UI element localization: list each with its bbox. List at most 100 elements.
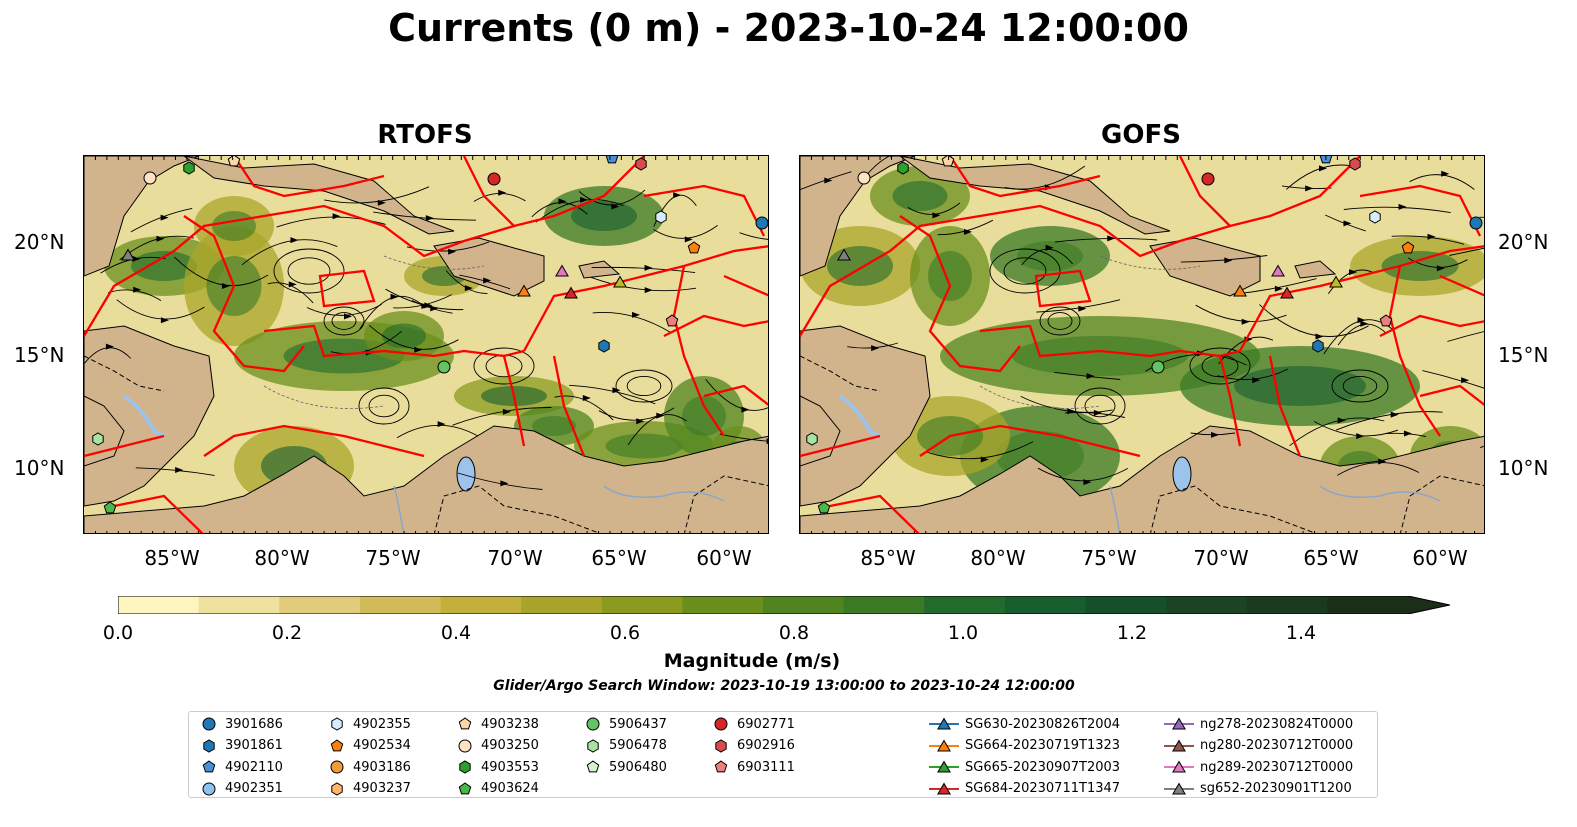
eez-boundary — [703, 384, 768, 406]
lat-label-15n-left: 15°N — [14, 343, 65, 367]
current-streamline — [174, 256, 269, 287]
streamline-arrow — [1067, 408, 1076, 415]
lon-label-80w-right: 80°W — [970, 546, 1026, 570]
legend-marker-icon — [714, 760, 728, 773]
current-streamline — [373, 211, 477, 221]
glider-marker — [1329, 275, 1343, 288]
current-streamline — [1180, 255, 1268, 263]
current-streamline — [1037, 467, 1129, 482]
lon-label-60w-left: 60°W — [696, 546, 752, 570]
argo-float-marker — [92, 432, 104, 446]
lon-label-85w-right: 85°W — [860, 546, 916, 570]
legend-marker — [937, 760, 951, 773]
legend-item: sg652-20230901T1200 — [1164, 779, 1352, 799]
legend-marker-icon — [202, 717, 216, 731]
current-eddy — [273, 248, 345, 294]
colorbar-bin — [1166, 596, 1248, 614]
current-eddy — [1189, 347, 1251, 385]
land-mass — [84, 425, 768, 533]
current-eddy — [1342, 375, 1378, 397]
argo-float-marker — [227, 156, 241, 167]
colorbar-bin — [1085, 596, 1167, 614]
argo-float-marker — [1401, 241, 1415, 254]
current-streamline — [1195, 304, 1287, 322]
streamline-arrow — [1360, 320, 1369, 327]
legend-label: 5906480 — [609, 759, 667, 775]
argo-float-marker — [655, 210, 667, 224]
depth-contour — [383, 255, 485, 270]
current-streamline — [653, 225, 718, 239]
legend-item: 6902771 — [711, 714, 795, 734]
colorbar-bin — [440, 596, 522, 614]
streamline-arrow — [644, 287, 653, 294]
legend-item: SG684-20230711T1347 — [929, 779, 1120, 799]
eez-boundary — [502, 355, 526, 447]
panel-title-gofs: GOFS — [1101, 120, 1181, 150]
streamline-arrow — [377, 199, 386, 206]
lake-nicaragua — [122, 394, 165, 438]
legend-label: 4903186 — [353, 759, 411, 775]
colorbar-bin — [763, 596, 845, 614]
streamline-arrow — [1045, 244, 1054, 251]
current-eddy — [323, 306, 365, 336]
argo-float-marker — [897, 161, 909, 175]
map-rtofs — [83, 155, 769, 534]
legend-marker — [586, 760, 600, 773]
legend-marker — [714, 760, 728, 773]
eez-boundary — [84, 204, 465, 337]
legend-label: 4903624 — [481, 781, 539, 796]
legend-marker — [202, 782, 216, 795]
colorbar-bin — [1004, 596, 1086, 614]
argo-float-marker — [183, 161, 195, 175]
streamline-arrow — [580, 196, 589, 203]
legend-marker — [1172, 760, 1186, 773]
colorbar-bin — [198, 596, 280, 614]
legend-marker-icon — [586, 717, 600, 731]
legend-marker-icon — [714, 717, 728, 731]
streamline-arrow — [464, 285, 473, 292]
country-border — [1399, 475, 1484, 533]
current-streamline — [925, 441, 1034, 460]
depth-contour — [979, 385, 1101, 409]
streamline-arrow — [437, 421, 446, 428]
legend-marker-icon — [330, 760, 344, 774]
streamline-arrow — [175, 466, 184, 473]
legend-label: 3901686 — [225, 716, 283, 732]
streamline-arrow — [1378, 458, 1387, 465]
streamline-arrow — [1086, 373, 1095, 380]
legend-marker — [937, 717, 951, 730]
current-magnitude-field — [1234, 366, 1366, 406]
land-mass — [578, 260, 621, 279]
legend-item: 3901861 — [199, 736, 283, 756]
eez-boundary — [1178, 156, 1231, 227]
legend-marker-icon — [331, 781, 343, 796]
current-streamline — [535, 199, 624, 223]
argo-float-marker — [857, 171, 871, 185]
legend-marker-icon — [202, 782, 216, 795]
river — [393, 485, 405, 533]
eez-boundary — [1268, 355, 1302, 457]
legend-marker — [331, 781, 343, 796]
streamline-arrow — [1403, 430, 1412, 437]
streamline-arrow — [1224, 257, 1233, 264]
current-eddy — [358, 387, 410, 425]
argo-float-marker — [1369, 210, 1381, 224]
river — [1319, 485, 1441, 502]
legend-item: 6903111 — [711, 757, 795, 777]
current-streamline — [739, 232, 768, 240]
depth-contour — [263, 385, 385, 409]
current-eddy — [626, 375, 662, 397]
legend-marker-icon — [458, 781, 472, 794]
eez-boundary — [84, 434, 165, 458]
eez-boundary — [800, 434, 881, 458]
streamline-arrow — [684, 236, 693, 243]
eez-boundary — [203, 424, 425, 458]
streamline-arrow — [741, 406, 750, 413]
country-border — [1149, 485, 1317, 533]
argo-float-marker — [665, 314, 679, 327]
land-mass — [899, 156, 1171, 235]
legend-item: 4902351 — [199, 779, 283, 799]
legend-item: 6902916 — [711, 736, 795, 756]
legend-marker — [714, 717, 728, 731]
legend-item: 4903186 — [327, 757, 411, 777]
